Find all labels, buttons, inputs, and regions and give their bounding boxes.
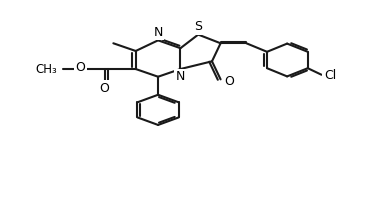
Text: O: O	[76, 61, 85, 74]
Text: S: S	[194, 20, 202, 33]
Text: O: O	[99, 82, 109, 95]
Text: N: N	[176, 70, 185, 83]
Text: CH₃: CH₃	[36, 63, 57, 76]
Text: Cl: Cl	[324, 69, 336, 82]
Text: N: N	[154, 26, 163, 39]
Text: O: O	[225, 75, 235, 88]
